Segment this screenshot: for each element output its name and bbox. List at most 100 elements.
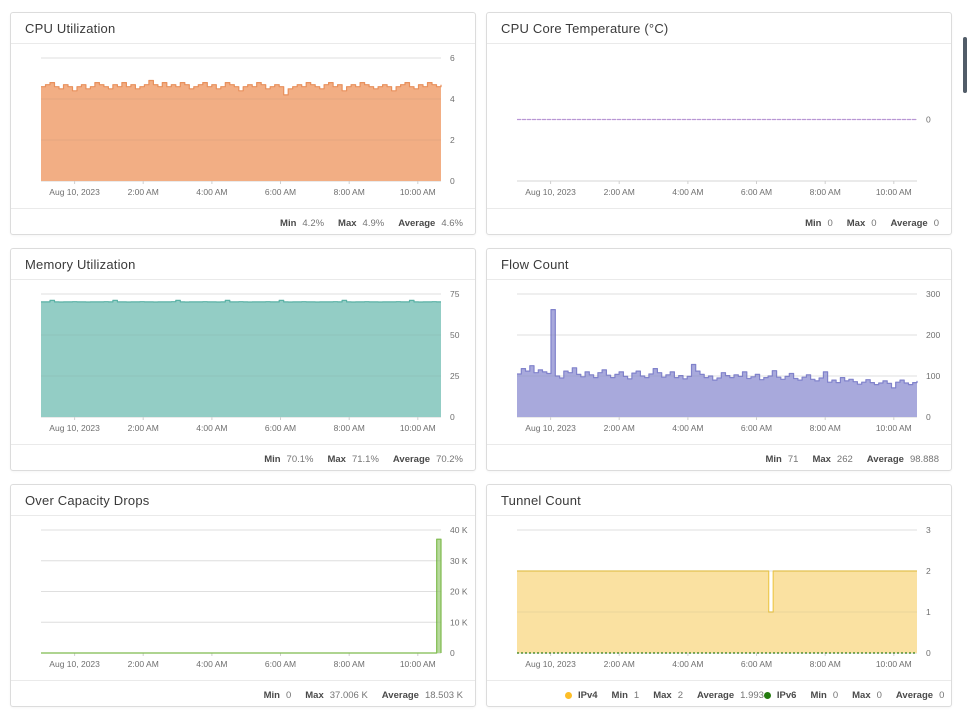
legend-dot-ipv4 — [565, 691, 572, 699]
panel-header: Over Capacity Drops — [11, 485, 475, 516]
stat-value: 1 — [633, 689, 640, 701]
stat-label: Average — [398, 217, 436, 229]
y-axis-label: 1 — [926, 607, 931, 617]
chart-area: Aug 10, 2023 2:00 AM 4:00 AM 6:00 AM 8:00 AM… — [11, 280, 475, 444]
chart-flow-count: Aug 10, 2023 2:00 AM 4:00 AM 6:00 AM 8:00 AM… — [517, 289, 940, 433]
series-flows — [517, 309, 918, 389]
panel-header: Flow Count — [487, 249, 951, 280]
stat-label: Min — [263, 689, 280, 701]
panel-title-memory-utilization: Memory Utilization — [25, 256, 136, 272]
y-axis-label: 0 — [926, 412, 931, 422]
panel-title-flow-count: Flow Count — [501, 256, 569, 272]
panel-cpu-core-temperature: CPU Core Temperature (°C) Aug 10, 2023 2:… — [486, 12, 952, 235]
chart-tunnel-count: Aug 10, 2023 2:00 AM 4:00 AM 6:00 AM 8:00 AM… — [517, 525, 931, 669]
chart-area: Aug 10, 2023 2:00 AM 4:00 AM 6:00 AM 8:00 AM… — [487, 280, 951, 444]
x-axis-label: Aug 10, 2023 — [525, 423, 576, 433]
stat-group: Min 0 Max 37.006 K Average 18.503 K — [264, 690, 463, 701]
panel-over-capacity-drops: Over Capacity Drops Aug 10, 2023 2:00 AM 4… — [10, 484, 476, 707]
x-axis-label: 8:00 AM — [810, 187, 841, 197]
chart-over-capacity-drops: Aug 10, 2023 2:00 AM 4:00 AM 6:00 AM 8:00 AM… — [41, 525, 468, 669]
x-axis-label: 2:00 AM — [604, 423, 635, 433]
x-axis-label: 6:00 AM — [741, 423, 772, 433]
x-axis-label: 8:00 AM — [334, 187, 365, 197]
y-axis-label: 0 — [450, 412, 455, 422]
y-axis-label: 0 — [926, 115, 931, 125]
y-axis-label: 50 — [450, 330, 460, 340]
x-axis-label: 2:00 AM — [604, 187, 635, 197]
panel-cpu-utilization: CPU Utilization Aug 10, 2023 2:00 AM 4:00 … — [10, 12, 476, 235]
chart-area: Aug 10, 2023 2:00 AM 4:00 AM 6:00 AM 8:00 AM… — [11, 44, 475, 208]
stat-value: 4.9% — [362, 217, 385, 229]
x-axis-label: 6:00 AM — [741, 187, 772, 197]
stat-label: Max — [327, 453, 346, 465]
y-axis-label: 4 — [450, 94, 455, 104]
stat-value: 0 — [285, 689, 292, 701]
stat-label: Max — [812, 453, 831, 465]
stat-value: 71 — [787, 453, 799, 465]
x-axis-label: 6:00 AM — [265, 187, 296, 197]
stat-group: Min 71 Max 262 Average 98.888 — [766, 454, 940, 465]
x-axis-label: 8:00 AM — [334, 659, 365, 669]
stat-label: Average — [392, 453, 431, 465]
stat-value: 0 — [827, 217, 833, 229]
panel-title-tunnel-count: Tunnel Count — [501, 492, 581, 508]
stat-label: Average — [866, 453, 904, 465]
x-axis-label: 2:00 AM — [604, 659, 635, 669]
x-axis-label: 8:00 AM — [334, 423, 365, 433]
stat-value: 2 — [677, 689, 683, 701]
y-axis-label: 100 — [926, 371, 940, 381]
stat-value: 71.1% — [351, 453, 379, 465]
x-axis-label: Aug 10, 2023 — [525, 659, 576, 669]
vertical-scrollbar-thumb[interactable] — [963, 37, 967, 93]
y-axis-label: 75 — [450, 289, 460, 299]
series-cpu — [41, 79, 442, 96]
panel-header: CPU Utilization — [11, 13, 475, 44]
stat-value: 4.6% — [441, 217, 463, 229]
y-axis-label: 2 — [450, 135, 455, 145]
chart-area: Aug 10, 2023 2:00 AM 4:00 AM 6:00 AM 8:00 AM… — [487, 516, 951, 680]
stat-label: Max — [846, 217, 866, 229]
y-axis-label: 10 K — [450, 617, 468, 627]
legend-label: IPv6 — [776, 689, 797, 701]
stat-value: 70.2% — [436, 453, 463, 465]
panel-tunnel-count: Tunnel Count Aug 10, 2023 2:00 AM 4:00 AM 6… — [486, 484, 952, 707]
stat-value: 0 — [876, 689, 882, 701]
x-axis-label: 2:00 AM — [128, 187, 159, 197]
x-axis-label: 6:00 AM — [741, 659, 772, 669]
stat-value: 70.1% — [286, 453, 314, 465]
x-axis-label: 4:00 AM — [672, 187, 703, 197]
chart-stats-footer: Min 4.2% Max 4.9% Average 4.6% — [11, 208, 475, 234]
panel-header: Memory Utilization — [11, 249, 475, 280]
stat-value: 18.503 K — [424, 689, 463, 701]
x-axis-label: 10:00 AM — [400, 187, 436, 197]
stat-label: Max — [852, 689, 871, 701]
chart-area: Aug 10, 2023 2:00 AM 4:00 AM 6:00 AM 8:00 AM… — [11, 516, 475, 680]
y-axis-label: 6 — [450, 53, 455, 63]
x-axis-label: 4:00 AM — [672, 423, 703, 433]
chart-stats-footer: Min 0 Max 37.006 K Average 18.503 K — [11, 680, 475, 706]
stat-value: 0 — [832, 689, 839, 701]
panel-flow-count: Flow Count Aug 10, 2023 2:00 AM 4:00 AM 6:0… — [486, 248, 952, 471]
panel-header: Tunnel Count — [487, 485, 951, 516]
y-axis-label: 300 — [926, 289, 940, 299]
y-axis-label: 200 — [926, 330, 940, 340]
chart-cpu-core-temperature: Aug 10, 2023 2:00 AM 4:00 AM 6:00 AM 8:00 AM… — [517, 115, 931, 197]
x-axis-label: 10:00 AM — [876, 659, 912, 669]
stat-group: IPv4 Min 1 Max 2 Average 1.993 — [565, 690, 764, 701]
stat-label: Max — [338, 217, 357, 229]
x-axis-label: Aug 10, 2023 — [49, 659, 100, 669]
dashboard-grid: CPU Utilization Aug 10, 2023 2:00 AM 4:00 … — [10, 12, 952, 707]
y-axis-label: 25 — [450, 371, 460, 381]
x-axis-label: 2:00 AM — [128, 423, 159, 433]
stat-value: 4.2% — [302, 217, 325, 229]
panel-header: CPU Core Temperature (°C) — [487, 13, 951, 44]
stat-group: Min 0 Max 0 Average 0 — [805, 218, 939, 229]
x-axis-label: 8:00 AM — [810, 423, 841, 433]
x-axis-label: 4:00 AM — [196, 423, 227, 433]
stat-value: 0 — [871, 217, 877, 229]
x-axis-label: Aug 10, 2023 — [525, 187, 576, 197]
x-axis-label: 8:00 AM — [810, 659, 841, 669]
x-axis-label: 10:00 AM — [400, 423, 436, 433]
chart-stats-footer: Min 70.1% Max 71.1% Average 70.2% — [11, 444, 475, 470]
stat-label: Max — [653, 689, 672, 701]
